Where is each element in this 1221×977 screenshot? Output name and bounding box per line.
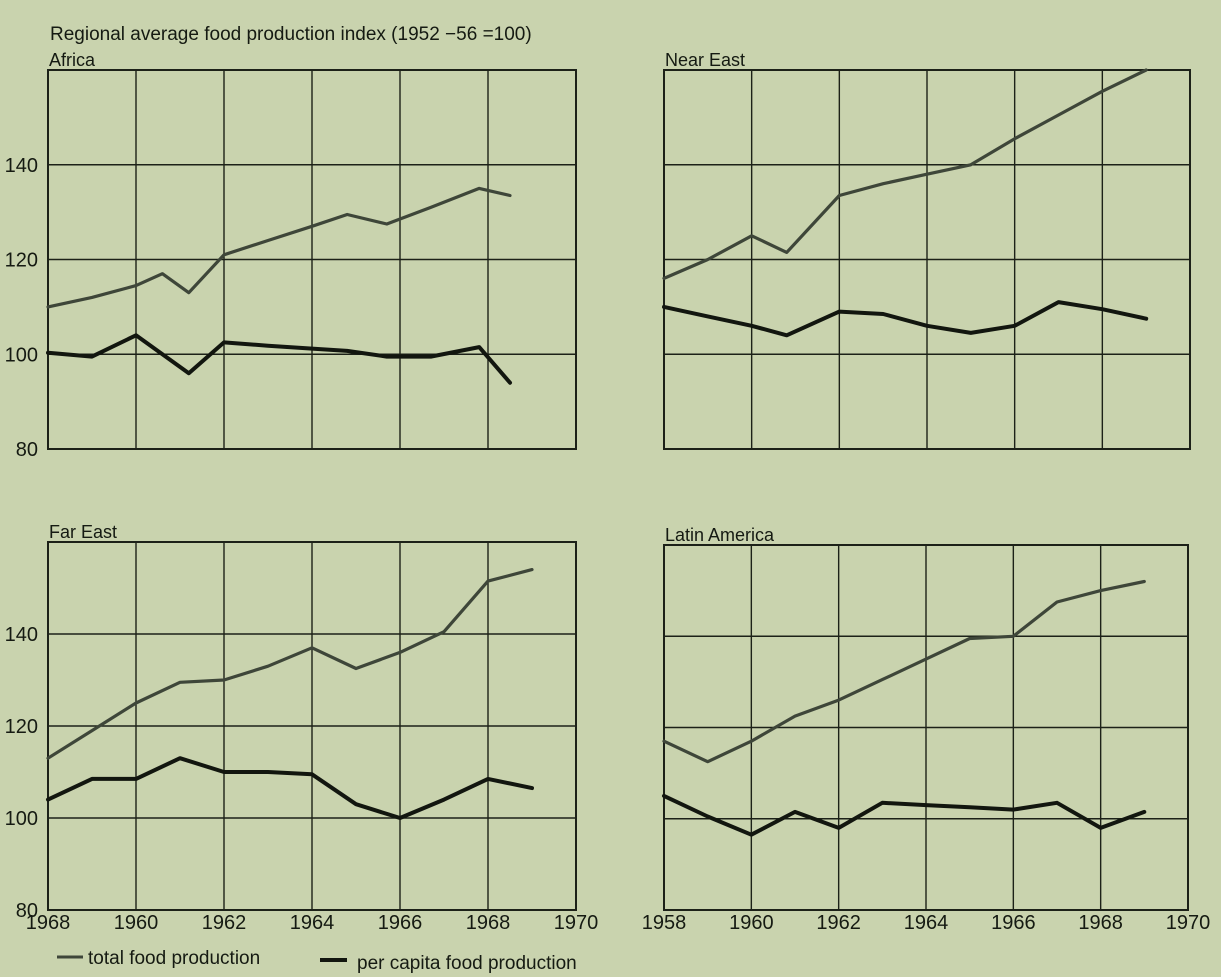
y-tick-label: 80 <box>16 439 38 461</box>
series-line-per-capita-food-production <box>46 756 534 820</box>
y-tick-label: 100 <box>5 808 38 830</box>
x-tick-label: 1962 <box>202 912 247 934</box>
plot-frame <box>663 69 1191 450</box>
plot-frame <box>47 69 577 450</box>
series-line-total-food-production <box>46 186 512 309</box>
chart-title: Regional average food production index (… <box>50 24 532 45</box>
legend: total food production per capita food pr… <box>57 948 577 974</box>
y-tick-label: 80 <box>16 900 38 922</box>
panel-title: Africa <box>49 50 96 70</box>
panel-near-east: Near East <box>662 50 1191 450</box>
x-tick-label: 1960 <box>729 912 774 934</box>
chart-panels: Africa 80 100 120 140 Near East Far East 80 100 1… <box>5 50 1211 934</box>
panel-far-east: Far East 80 100 120 140 1968 1960 1962 1964 1966 1… <box>5 522 599 934</box>
series-line-total-food-production <box>662 579 1146 764</box>
x-tick-label: 1964 <box>904 912 949 934</box>
series-line-per-capita-food-production <box>662 300 1149 338</box>
panel-title: Far East <box>49 522 117 542</box>
panel-africa: Africa 80 100 120 140 <box>5 50 577 461</box>
panel-title: Latin America <box>665 525 775 545</box>
x-tick-label: 1968 <box>26 912 71 934</box>
x-tick-label: 1968 <box>1078 912 1123 934</box>
panel-title: Near East <box>665 50 745 70</box>
series-line-per-capita-food-production <box>662 793 1147 837</box>
y-tick-label: 120 <box>5 250 38 272</box>
x-tick-label: 1962 <box>816 912 861 934</box>
y-tick-label: 100 <box>5 344 38 366</box>
plot-frame <box>47 541 577 911</box>
x-tick-label: 1964 <box>290 912 335 934</box>
x-tick-label: 1960 <box>114 912 159 934</box>
series-line-total-food-production <box>662 68 1148 280</box>
series-line-total-food-production <box>46 567 534 760</box>
plot-frame <box>663 544 1189 911</box>
y-tick-label: 140 <box>5 155 38 177</box>
x-tick-label: 1970 <box>554 912 599 934</box>
x-tick-label: 1966 <box>378 912 423 934</box>
x-tick-label: 1968 <box>466 912 511 934</box>
series-line-per-capita-food-production <box>46 333 512 385</box>
x-tick-label: 1958 <box>642 912 687 934</box>
legend-per-capita-label: per capita food production <box>357 953 577 974</box>
legend-total-label: total food production <box>88 948 260 969</box>
panel-latin-america: Latin America 1958 1960 1962 1964 1966 1968 197… <box>642 525 1211 934</box>
y-tick-label: 120 <box>5 716 38 738</box>
y-tick-label: 140 <box>5 624 38 646</box>
x-tick-label: 1966 <box>991 912 1036 934</box>
x-tick-label: 1970 <box>1166 912 1211 934</box>
